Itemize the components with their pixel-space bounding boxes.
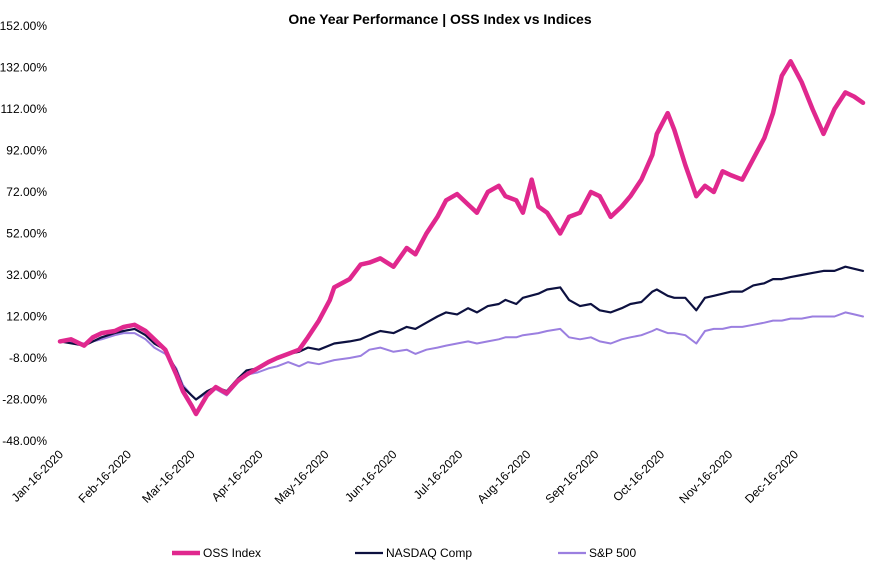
y-axis-ticks: 152.00% 132.00% 112.00% 92.00% 72.00% 52.00% 3… — [0, 19, 47, 448]
x-tick-label: Jan-16-2020 — [9, 447, 67, 505]
x-tick-label: Oct-16-2020 — [610, 447, 667, 504]
y-tick-label: -8.00% — [9, 351, 47, 365]
y-tick-label: 92.00% — [6, 144, 47, 158]
chart-title: One Year Performance | OSS Index vs Indi… — [288, 11, 591, 27]
x-tick-label: Nov-16-2020 — [676, 447, 735, 506]
x-tick-label: May-16-2020 — [272, 447, 332, 507]
x-tick-label: Jun-16-2020 — [342, 447, 400, 505]
legend-label: OSS Index — [203, 546, 261, 560]
x-tick-label: Apr-16-2020 — [209, 447, 266, 504]
x-tick-label: Sep-16-2020 — [542, 447, 601, 506]
x-tick-label: Jul-16-2020 — [411, 447, 466, 502]
y-tick-label: 132.00% — [0, 61, 47, 75]
x-tick-label: Aug-16-2020 — [474, 447, 533, 506]
x-axis-ticks: Jan-16-2020 Feb-16-2020 Mar-16-2020 Apr-16-… — [9, 447, 802, 507]
legend-label: S&P 500 — [589, 546, 636, 560]
y-tick-label: 12.00% — [6, 310, 47, 324]
series-line-oss-index — [57, 59, 866, 417]
y-tick-label: -28.00% — [2, 393, 47, 407]
y-tick-label: 52.00% — [6, 227, 47, 241]
y-tick-label: -48.00% — [2, 434, 47, 448]
x-tick-label: Feb-16-2020 — [76, 447, 135, 506]
y-tick-label: 72.00% — [6, 185, 47, 199]
legend: OSS Index NASDAQ Comp S&P 500 — [172, 546, 636, 560]
legend-label: NASDAQ Comp — [386, 546, 472, 560]
series-lines — [57, 59, 866, 417]
series-line-nasdaq-comp — [58, 265, 865, 401]
x-tick-label: Mar-16-2020 — [139, 447, 198, 506]
x-tick-label: Dec-16-2020 — [742, 447, 801, 506]
y-tick-label: 152.00% — [0, 19, 47, 33]
y-tick-label: 112.00% — [1, 102, 48, 116]
y-tick-label: 32.00% — [6, 268, 47, 282]
